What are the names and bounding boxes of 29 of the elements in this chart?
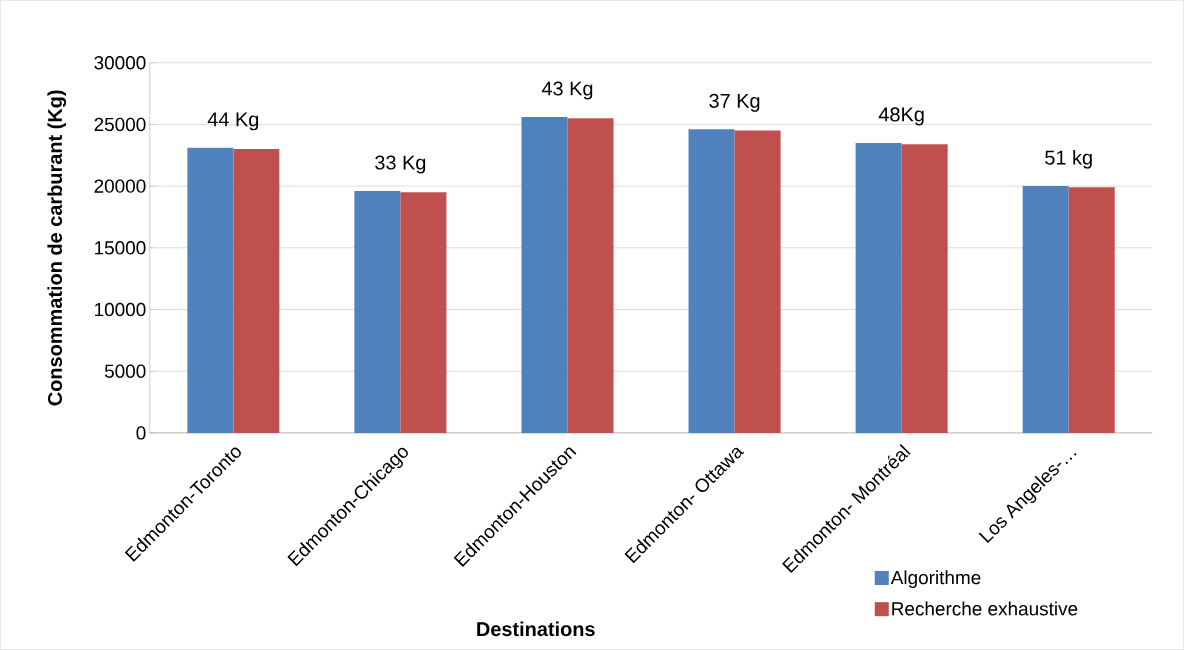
legend-label: Recherche exhaustive (892, 601, 1078, 616)
bar (1022, 186, 1069, 434)
y-tick-label: 15000 (95, 241, 146, 255)
bar (734, 130, 781, 434)
annotation: 37 Kg (709, 93, 760, 112)
y-tick-label: 25000 (94, 117, 146, 132)
annotation: 48Kg (878, 107, 924, 126)
y-tick-label: 0 (136, 426, 146, 440)
y-tick-label: 30000 (94, 56, 146, 70)
bar (855, 143, 902, 434)
legend-label: Algorithme (890, 570, 981, 589)
y-tick-label: 20000 (94, 179, 146, 193)
annotation: 43 Kg (541, 81, 593, 100)
y-tick-label: 5000 (104, 364, 146, 379)
bar (400, 192, 447, 434)
bar (187, 148, 234, 434)
bar (688, 129, 735, 434)
y-tick-label: 10000 (95, 302, 146, 317)
bar (901, 144, 948, 434)
bar (233, 149, 280, 434)
bar (1068, 187, 1115, 434)
bar (567, 118, 614, 434)
bar (354, 191, 401, 434)
annotation: 51 kg (1045, 150, 1092, 169)
annotation: 44 Kg (207, 112, 259, 131)
annotation: 33 Kg (375, 155, 426, 174)
x-axis-title: Destinations (477, 621, 595, 637)
y-axis-title: Consommation de carburant (Kg) (47, 90, 67, 406)
bar (521, 117, 568, 434)
